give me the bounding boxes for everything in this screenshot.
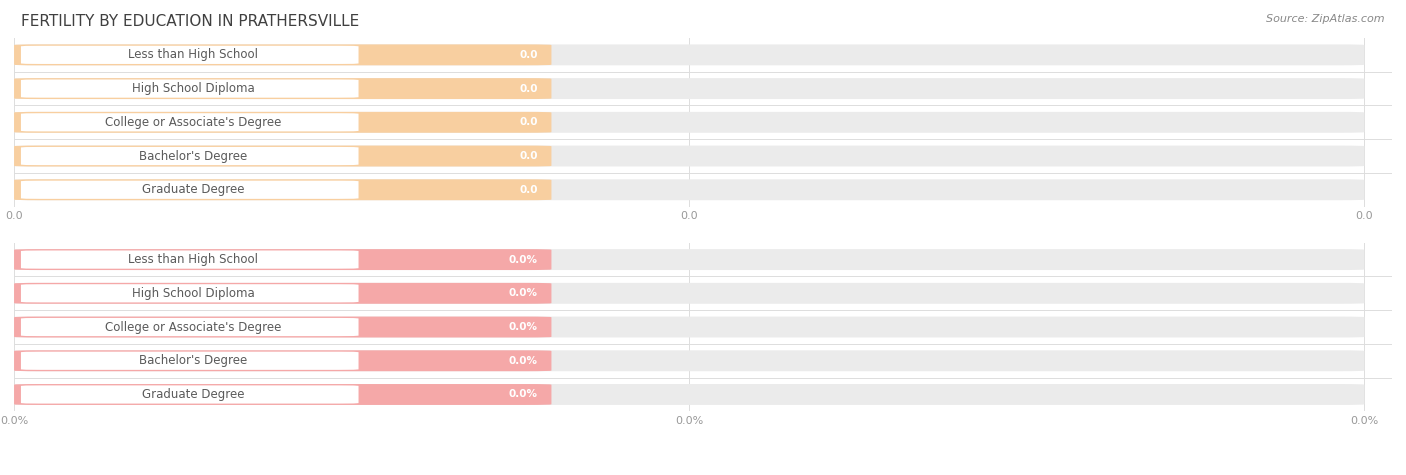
FancyBboxPatch shape (21, 318, 359, 336)
Text: 0.0%: 0.0% (509, 255, 537, 265)
FancyBboxPatch shape (21, 284, 359, 303)
Text: 0.0: 0.0 (519, 50, 537, 60)
FancyBboxPatch shape (14, 145, 551, 167)
Text: College or Associate's Degree: College or Associate's Degree (105, 116, 281, 129)
FancyBboxPatch shape (14, 112, 551, 133)
FancyBboxPatch shape (14, 145, 1364, 167)
Text: Less than High School: Less than High School (128, 253, 259, 266)
FancyBboxPatch shape (21, 180, 359, 199)
FancyBboxPatch shape (21, 79, 359, 98)
Text: 0.0: 0.0 (519, 151, 537, 161)
Text: Less than High School: Less than High School (128, 48, 259, 61)
FancyBboxPatch shape (21, 250, 359, 269)
Text: Graduate Degree: Graduate Degree (142, 183, 245, 196)
FancyBboxPatch shape (21, 46, 359, 64)
FancyBboxPatch shape (14, 112, 1364, 133)
FancyBboxPatch shape (14, 44, 1364, 66)
FancyBboxPatch shape (14, 350, 1364, 371)
Text: 0.0%: 0.0% (509, 356, 537, 366)
Text: Bachelor's Degree: Bachelor's Degree (139, 354, 247, 367)
Text: 0.0%: 0.0% (675, 416, 703, 426)
FancyBboxPatch shape (14, 179, 551, 200)
Text: College or Associate's Degree: College or Associate's Degree (105, 321, 281, 333)
Text: 0.0%: 0.0% (509, 390, 537, 399)
FancyBboxPatch shape (14, 78, 551, 99)
Text: High School Diploma: High School Diploma (132, 82, 254, 95)
Text: High School Diploma: High School Diploma (132, 287, 254, 300)
FancyBboxPatch shape (14, 179, 1364, 200)
Text: 0.0%: 0.0% (0, 416, 28, 426)
Text: 0.0: 0.0 (519, 84, 537, 94)
Text: 0.0: 0.0 (681, 211, 697, 221)
FancyBboxPatch shape (14, 249, 551, 270)
Text: Bachelor's Degree: Bachelor's Degree (139, 150, 247, 162)
FancyBboxPatch shape (14, 316, 551, 338)
FancyBboxPatch shape (14, 44, 551, 66)
FancyBboxPatch shape (14, 283, 1364, 304)
Text: FERTILITY BY EDUCATION IN PRATHERSVILLE: FERTILITY BY EDUCATION IN PRATHERSVILLE (21, 14, 360, 29)
FancyBboxPatch shape (14, 384, 1364, 405)
FancyBboxPatch shape (21, 352, 359, 370)
FancyBboxPatch shape (21, 147, 359, 165)
FancyBboxPatch shape (14, 350, 551, 371)
FancyBboxPatch shape (21, 385, 359, 404)
FancyBboxPatch shape (14, 384, 551, 405)
Text: 0.0: 0.0 (1355, 211, 1374, 221)
Text: 0.0: 0.0 (519, 117, 537, 127)
Text: 0.0%: 0.0% (509, 322, 537, 332)
Text: Graduate Degree: Graduate Degree (142, 388, 245, 401)
FancyBboxPatch shape (21, 113, 359, 132)
FancyBboxPatch shape (14, 249, 1364, 270)
Text: 0.0%: 0.0% (1350, 416, 1378, 426)
Text: 0.0: 0.0 (519, 185, 537, 195)
FancyBboxPatch shape (14, 283, 551, 304)
Text: 0.0: 0.0 (6, 211, 22, 221)
Text: Source: ZipAtlas.com: Source: ZipAtlas.com (1267, 14, 1385, 24)
FancyBboxPatch shape (14, 316, 1364, 338)
FancyBboxPatch shape (14, 78, 1364, 99)
Text: 0.0%: 0.0% (509, 288, 537, 298)
